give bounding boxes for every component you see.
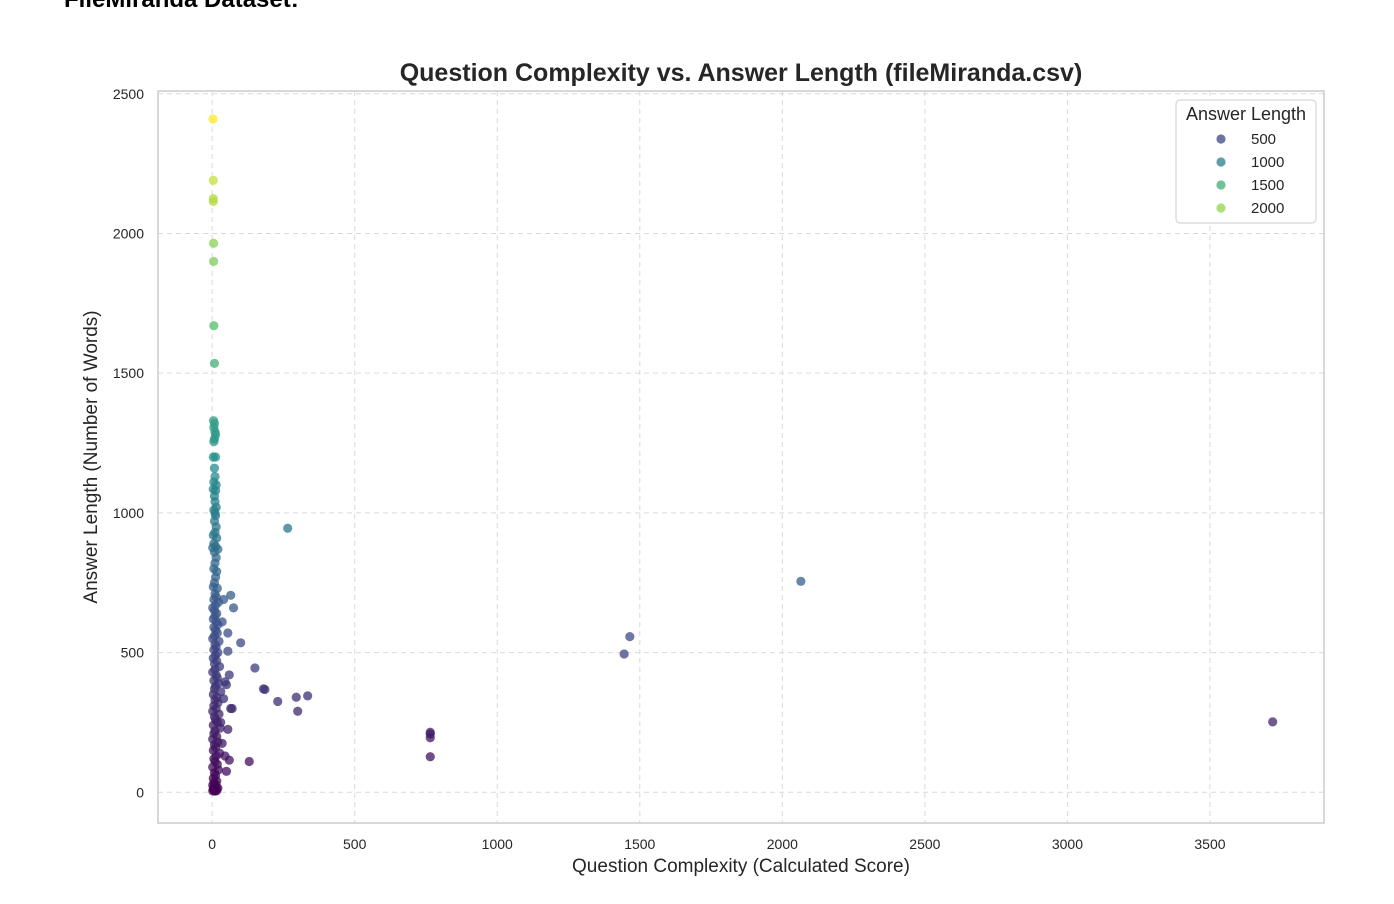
data-point [293,706,303,716]
plot-frame [157,90,1325,824]
data-point [221,680,232,690]
data-point [223,646,233,656]
legend-marker [1216,157,1226,167]
legend-label: 500 [1251,131,1276,148]
data-point [218,694,229,704]
x-axis-label: Question Complexity (Calculated Score) [572,856,910,877]
legend-label: 1000 [1251,154,1284,171]
y-tick-label: 1500 [113,365,144,381]
x-tick-label: 1500 [624,836,655,852]
y-tick-labels: 0 500 1000 1500 2000 2500 [113,86,144,800]
data-point [208,175,218,186]
data-point [796,576,806,586]
data-point [208,256,219,267]
data-point [625,632,635,642]
data-point [291,692,301,702]
data-point [273,696,283,707]
page-heading: FileMiranda Dataset: [64,0,299,12]
data-point [217,617,227,627]
data-point [220,751,230,761]
x-tick-label: 2500 [909,836,940,852]
x-tick-label: 2000 [767,836,798,852]
data-point [218,594,229,605]
data-point [209,437,219,447]
y-tick-label: 2500 [113,86,144,102]
legend-marker [1216,203,1226,213]
data-point [209,358,220,369]
data-point [250,663,260,673]
y-tick-label: 0 [136,784,144,800]
x-tick-labels: 0 500 1000 1500 2000 2500 3000 3500 [208,836,1225,852]
data-point [223,724,233,735]
data-point [217,738,227,748]
legend-marker [1216,180,1226,190]
legend-marker [1216,134,1226,144]
legend: Answer Length 500 1000 1500 2000 [1175,99,1317,224]
legend-box [1175,99,1317,224]
data-point [244,756,254,767]
data-point [226,703,236,714]
data-point [221,766,232,776]
data-point [224,670,234,680]
data-point [425,733,435,743]
data-point [425,752,435,762]
legend-label: 1500 [1251,177,1284,194]
x-tick-label: 3000 [1052,836,1083,852]
y-tick-label: 500 [121,645,145,661]
legend-entries: 500 1000 1500 2000 [1216,131,1284,217]
data-point [226,590,236,600]
data-point [619,649,629,659]
data-point [260,684,270,695]
data-point [210,452,221,462]
y-tick-label: 1000 [113,505,144,521]
data-point [1268,717,1278,727]
data-point [209,321,219,331]
data-point [210,786,220,796]
data-point [303,691,313,701]
data-points [208,114,1278,796]
x-tick-label: 0 [208,836,216,852]
x-tick-label: 3500 [1194,836,1225,852]
data-point [283,523,293,533]
data-point [223,628,233,638]
y-tick-label: 2000 [113,225,144,241]
data-point [208,238,219,248]
data-point [208,114,218,124]
chart-title: Question Complexity vs. Answer Length (f… [400,59,1083,87]
y-axis-label: Answer Length (Number of Words) [81,310,102,603]
legend-title: Answer Length [1186,104,1306,124]
data-point [216,717,226,728]
data-point [209,463,220,473]
legend-label: 2000 [1251,200,1284,217]
x-tick-label: 500 [343,836,367,852]
grid-lines [158,91,1324,823]
data-point [228,603,239,613]
data-point [208,196,218,206]
data-point [236,638,246,648]
x-tick-label: 1000 [482,836,513,852]
